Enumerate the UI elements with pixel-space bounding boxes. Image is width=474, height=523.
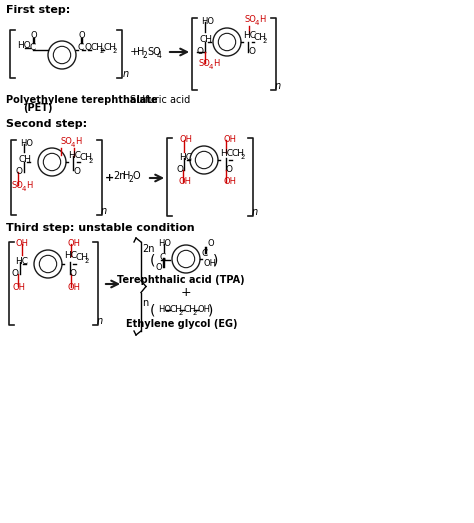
Text: CH: CH (232, 150, 245, 158)
Text: ): ) (208, 303, 213, 317)
Text: HC: HC (68, 152, 81, 161)
Text: n: n (142, 298, 148, 308)
Text: 4: 4 (209, 64, 213, 70)
Text: O: O (70, 269, 77, 279)
Text: n: n (275, 81, 281, 91)
Text: Ethylene glycol (EG): Ethylene glycol (EG) (126, 319, 238, 329)
Text: O: O (79, 31, 86, 40)
Text: O: O (197, 48, 204, 56)
Text: O: O (16, 167, 23, 176)
Text: O: O (226, 165, 233, 175)
Text: ): ) (213, 253, 219, 267)
Text: 2: 2 (263, 38, 267, 44)
Text: n: n (101, 206, 107, 216)
Text: O: O (85, 43, 92, 52)
Text: First step:: First step: (6, 5, 70, 15)
Text: OH: OH (68, 282, 81, 291)
Text: OH: OH (224, 177, 237, 187)
Text: CH: CH (91, 43, 104, 52)
Text: OH: OH (16, 240, 29, 248)
Text: Second step:: Second step: (6, 119, 87, 129)
Text: Third step: unstable condition: Third step: unstable condition (6, 223, 195, 233)
Text: +: + (181, 287, 191, 300)
Text: OH: OH (179, 177, 192, 187)
Text: 2: 2 (143, 51, 148, 60)
Text: HO: HO (158, 240, 171, 248)
Text: n: n (123, 69, 129, 79)
Text: 2: 2 (89, 158, 93, 164)
Text: CH: CH (184, 305, 197, 314)
Text: 2: 2 (100, 48, 104, 54)
Text: 2: 2 (113, 48, 118, 54)
Text: Polyethylene terephthalate: Polyethylene terephthalate (6, 95, 158, 105)
Text: HC: HC (220, 149, 233, 157)
Text: OH: OH (68, 240, 81, 248)
Text: n: n (252, 207, 258, 217)
Text: CH: CH (19, 155, 32, 165)
Text: HO: HO (17, 40, 31, 50)
Text: O: O (177, 165, 184, 175)
Text: 2: 2 (85, 258, 90, 264)
Text: OH: OH (13, 282, 26, 291)
Text: CH: CH (80, 153, 93, 163)
Text: SO: SO (245, 16, 257, 25)
Text: 4: 4 (22, 186, 27, 192)
Text: H: H (26, 181, 32, 190)
Text: C: C (202, 248, 208, 257)
Text: O: O (156, 264, 163, 272)
Text: 4: 4 (157, 51, 162, 60)
Text: C: C (30, 43, 36, 52)
Text: HC: HC (179, 153, 192, 163)
Text: OH: OH (224, 135, 237, 144)
Text: SO: SO (61, 138, 73, 146)
Text: H: H (123, 171, 130, 181)
Text: SO: SO (147, 47, 161, 57)
Text: 2: 2 (129, 175, 134, 184)
Text: CH: CH (76, 254, 89, 263)
Text: O: O (74, 167, 81, 176)
Text: O: O (208, 240, 215, 248)
Text: H: H (213, 60, 219, 69)
Text: CH: CH (254, 33, 267, 42)
Text: 2: 2 (241, 154, 246, 160)
Text: C: C (160, 254, 166, 263)
Text: C: C (78, 43, 84, 52)
Text: 2n: 2n (142, 244, 155, 254)
Text: HC: HC (243, 31, 256, 40)
Text: 2n: 2n (113, 171, 126, 181)
Text: (PET): (PET) (23, 103, 53, 113)
Text: 4: 4 (255, 20, 259, 26)
Text: SO: SO (199, 60, 211, 69)
Text: SO: SO (12, 181, 24, 190)
Text: HC: HC (15, 257, 28, 267)
Text: OH: OH (198, 305, 211, 314)
Text: HC: HC (64, 252, 77, 260)
Text: +: + (105, 173, 114, 183)
Text: O: O (12, 269, 19, 279)
Text: (: ( (150, 253, 155, 267)
Text: H: H (137, 47, 145, 57)
Text: HO: HO (158, 305, 171, 314)
Text: H: H (75, 138, 82, 146)
Text: 2: 2 (193, 310, 197, 316)
Text: CH: CH (104, 43, 117, 52)
Text: Terephthalic acid (TPA): Terephthalic acid (TPA) (117, 275, 245, 285)
Text: n: n (97, 316, 103, 326)
Text: HO: HO (20, 140, 33, 149)
Text: OH: OH (204, 259, 217, 268)
Text: O: O (133, 171, 141, 181)
Text: (: ( (150, 303, 155, 317)
Text: 4: 4 (71, 142, 75, 148)
Text: +: + (130, 47, 139, 57)
Text: CH: CH (200, 36, 213, 44)
Text: 2: 2 (179, 310, 183, 316)
Text: OH: OH (180, 135, 193, 144)
Text: HO: HO (201, 17, 214, 27)
Text: CH: CH (170, 305, 183, 314)
Text: H: H (259, 16, 265, 25)
Text: Sulfuric acid: Sulfuric acid (130, 95, 190, 105)
Text: O: O (31, 31, 37, 40)
Text: O: O (249, 48, 256, 56)
